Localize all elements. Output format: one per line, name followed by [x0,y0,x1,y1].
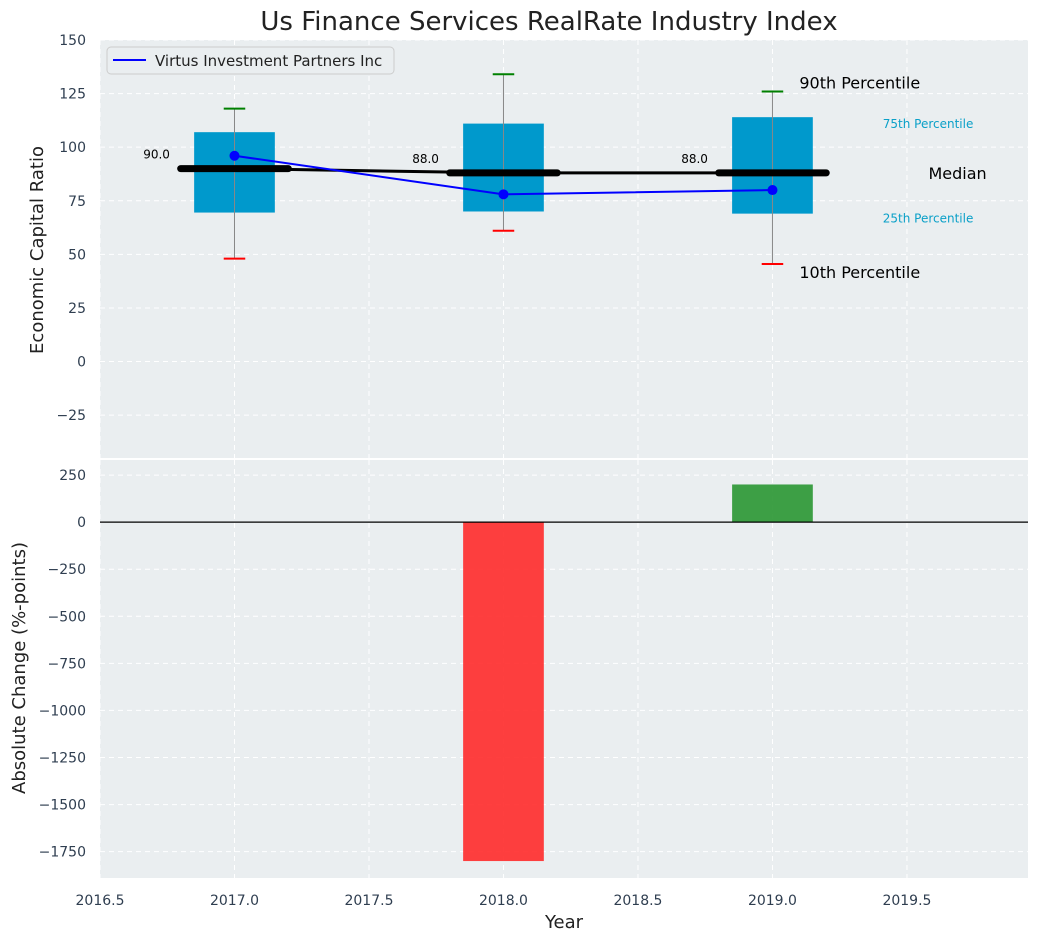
top-y-tick-label: 75 [68,194,86,210]
series-point [767,185,778,196]
legend: Virtus Investment Partners Inc [106,46,395,75]
median-value-label: 88.0 [681,152,708,166]
bottom-y-tick-label: −1250 [39,750,86,766]
annotation-p90: 90th Percentile [799,73,920,92]
x-tick-label: 2018.5 [613,893,662,909]
chart-title: Us Finance Services RealRate Industry In… [260,7,837,37]
bottom-y-tick-label: −750 [48,656,86,672]
x-tick-label: 2017.5 [344,893,393,909]
annotation-p10: 10th Percentile [799,263,920,282]
top-y-tick-label: 50 [68,247,86,263]
annotation-p75: 75th Percentile [883,117,974,131]
x-tick-label: 2016.5 [76,893,125,909]
bottom-y-tick-label: −250 [48,562,86,578]
bottom-y-tick-label: 0 [77,515,86,531]
change-bar [732,484,813,523]
median-value-label: 90.0 [143,148,170,162]
x-tick-label: 2019.5 [882,893,931,909]
bottom-y-tick-label: −1750 [39,845,86,861]
bottom-y-tick-label: −500 [48,609,86,625]
top-y-tick-label: −25 [56,408,86,424]
top-y-tick-label: 100 [59,140,86,156]
top-y-tick-label: 150 [59,33,86,49]
x-tick-label: 2019.0 [748,893,797,909]
legend-label: Virtus Investment Partners Inc [155,52,382,70]
annotation-p25: 25th Percentile [883,212,974,226]
top-plot-area [100,40,1028,458]
median-value-label: 88.0 [412,152,439,166]
bottom-y-tick-label: 250 [59,468,86,484]
bottom-plot-area [100,460,1028,878]
top-y-tick-label: 25 [68,301,86,317]
annotation-median: Median [928,164,986,183]
series-point [229,150,240,161]
bottom-y-tick-label: −1500 [39,798,86,814]
x-tick-label: 2017.0 [210,893,259,909]
x-tick-label: 2018.0 [479,893,528,909]
top-y-tick-label: 125 [59,87,86,103]
series-point [498,189,509,200]
x-axis-title: Year [544,912,584,933]
top-y-axis-title: Economic Capital Ratio [27,146,48,354]
bottom-y-axis-title: Absolute Change (%-points) [9,542,30,794]
top-y-tick-label: 0 [77,355,86,371]
bottom-y-tick-label: −1000 [39,703,86,719]
change-bar [463,522,544,862]
